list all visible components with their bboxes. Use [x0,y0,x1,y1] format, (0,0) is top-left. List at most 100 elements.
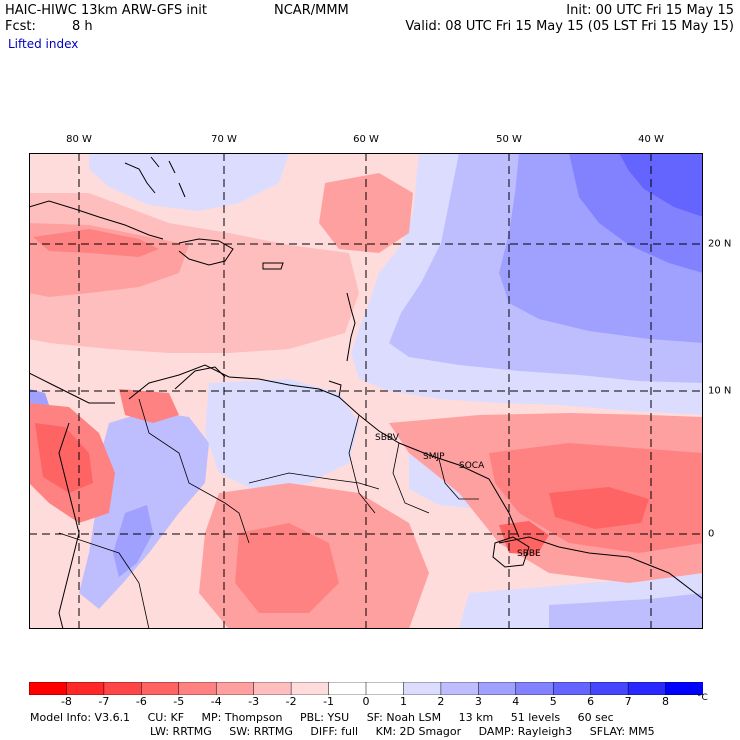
suriname-border [392,442,430,514]
colorbar-tick-label: 8 [662,695,670,708]
lon-label-60w: 60 W [353,134,379,145]
guyana-border [348,414,376,514]
damping-option: DAMP: Rayleigh3 [478,725,573,738]
french-guiana-border [438,458,479,500]
colorbar-tick-label: -4 [210,695,222,708]
colorbar-tick-label: 7 [624,695,632,708]
lifted-index-map: SBBV SMJP SOCA SBBE [29,153,703,629]
forecast-label: Fcst: [5,19,36,34]
colorbar-tick-label: -3 [248,695,260,708]
south-atlantic-stable-core [549,593,703,629]
panama-unstable-core [35,423,93,493]
colorbar-swatch [328,681,367,696]
longwave-scheme: LW: RRTMG [150,725,212,738]
colorbar-swatch [403,681,442,696]
colorbar-swatch [28,681,68,696]
model-title: HAIC-HIWC 13km ARW-GFS init [5,3,207,18]
colorbar-swatch [515,681,554,696]
marajo-island [492,536,530,568]
station-sbbe: SBBE [517,549,541,559]
colorbar-swatch [215,681,255,696]
lon-label-70w: 70 W [211,134,237,145]
colorbar-swatch [141,681,180,696]
positive-lifted-index-areas [29,153,703,629]
station-smjp: SMJP [423,452,445,462]
station-soca: SOCA [459,461,485,471]
colorbar-tick-label: -7 [98,695,110,708]
colorbar [28,680,704,696]
colorbar-tick-label: -1 [323,695,335,708]
colorbar-tick-label: 4 [512,695,520,708]
colombia-venezuela-border [138,398,250,544]
colorbar-swatch [103,681,143,696]
lat-label-20n: 20 N [708,238,732,250]
colorbar-swatch [478,681,517,696]
central-america-coast [29,372,115,404]
field-name: Lifted index [8,37,79,51]
colorbar-swatch [178,681,217,696]
colorbar-tick-label: -5 [173,695,185,708]
diffusion-option: DIFF: full [310,725,359,738]
map-canvas: SBBV SMJP SOCA SBBE [29,153,703,629]
surface-layer-scheme: SFLAY: MM5 [589,725,655,738]
station-labels: SBBV SMJP SOCA SBBE [375,433,541,559]
graticule [29,153,703,629]
surface-scheme: SF: Noah LSM [366,711,442,724]
lon-label-50w: 50 W [496,134,522,145]
hispaniola-coast [178,238,234,266]
cuba-unstable [33,229,159,257]
microphysics-scheme: MP: Thompson [201,711,283,724]
vertical-levels: 51 levels [510,711,561,724]
puerto-rico-coast [262,262,284,270]
km-option: KM: 2D Smagor [375,725,462,738]
colorbar-tick-label: 3 [474,695,482,708]
colorbar-swatch [627,681,667,696]
brazil-north-coast [498,536,703,600]
cuba-coast [29,200,164,240]
forecast-hour: 8 h [72,19,93,34]
model-info-line2: LW: RRTMG SW: RRTMG DIFF: full KM: 2D Sm… [150,725,669,738]
colombia-ecuador-peru-border [58,532,150,629]
colorbar-swatch [365,681,405,696]
colorbar-tick-label: 2 [437,695,445,708]
colorbar-swatch [440,681,480,696]
trinidad-coast [328,380,342,398]
bahamas-coast [124,156,186,198]
cumulus-scheme: CU: KF [147,711,185,724]
colorbar-swatch [590,681,629,696]
colorbar-tick-label: 6 [587,695,595,708]
colorbar-tick-label: 0 [362,695,370,708]
pbl-scheme: PBL: YSU [299,711,350,724]
colorbar-swatch [66,681,105,696]
equatorial-atlantic-max [549,487,649,529]
init-time: Init: 00 UTC Fri 15 May 15 [566,3,734,18]
colorbar-tick-label: -2 [285,695,297,708]
colorbar-swatch [253,681,292,696]
amazon-unstable-core [235,523,339,613]
colombia-coast-unstable [119,389,179,423]
colorbar-tick-label: 1 [399,695,407,708]
lat-label-10n: 10 N [708,385,732,397]
grid-spacing: 13 km [458,711,494,724]
lon-label-80w: 80 W [66,134,92,145]
atlantic-stable-peak [619,153,703,217]
valid-time: Valid: 08 UTC Fri 15 May 15 (05 LST Fri … [405,19,734,34]
station-sbbv: SBBV [375,433,400,443]
venezuela-north-coast [128,364,520,538]
lon-label-40w: 40 W [638,134,664,145]
org-label: NCAR/MMM [274,3,349,18]
colorbar-unit: °C [697,693,708,703]
central-stable [205,379,359,493]
map-frame [29,153,703,629]
colorbar-swatch [552,681,592,696]
colorbar-swatches [28,681,704,696]
model-info-line1: Model Info: V3.6.1 CU: KF MP: Thompson P… [30,711,628,724]
caribbean-north-stable [89,153,289,211]
model-version: Model Info: V3.6.1 [30,711,131,724]
lesser-antilles [346,292,356,362]
colorbar-tick-label: -8 [60,695,72,708]
lat-label-0: 0 [708,528,715,540]
time-step: 60 sec [577,711,614,724]
colorbar-swatch [290,681,330,696]
guajira-coast [174,366,226,390]
